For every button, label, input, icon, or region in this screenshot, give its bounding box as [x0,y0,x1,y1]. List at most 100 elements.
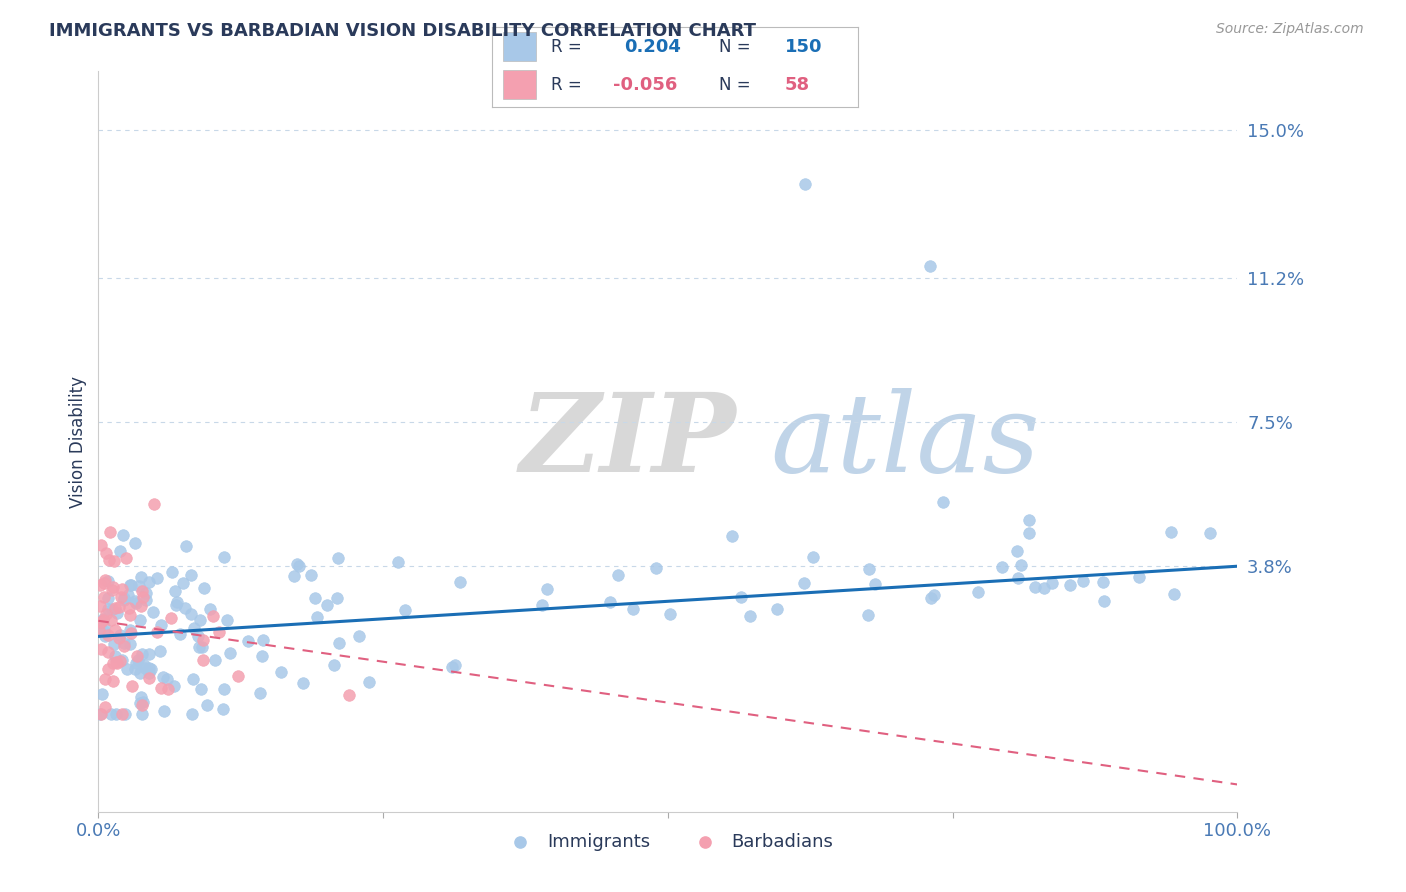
Point [766,602,789,616]
Point [104,623,127,637]
Point [108,632,131,646]
Point [322,658,344,673]
Point [387,554,409,568]
Text: Source: ZipAtlas.com: Source: ZipAtlas.com [1216,22,1364,37]
Point [1071,574,1094,589]
Point [283,568,305,582]
Point [720,529,742,543]
Point [160,611,183,625]
Point [94,699,117,714]
Point [111,653,134,667]
Point [131,698,153,713]
Point [347,629,370,643]
Point [103,637,125,651]
Point [621,602,644,616]
Point [174,601,197,615]
Point [97,574,120,589]
Point [932,495,955,509]
Point [112,593,135,607]
Point [120,637,142,651]
Point [90,641,112,656]
Bar [503,32,536,62]
Point [219,646,242,660]
Point [195,698,218,712]
Point [165,584,187,599]
Point [100,707,122,722]
Point [1010,558,1032,572]
Point [89,577,111,591]
Point [127,653,149,667]
Point [967,585,990,599]
Point [174,539,197,553]
Point [183,621,205,635]
Point [188,613,211,627]
Point [87,623,110,637]
Point [101,583,124,598]
Point [132,590,155,604]
Point [115,551,138,566]
Point [138,666,160,681]
Point [191,653,214,667]
Point [131,707,153,722]
Point [304,591,326,605]
Point [118,623,141,637]
Point [111,527,134,541]
Point [160,565,183,579]
Point [858,562,880,576]
Point [212,549,235,564]
Point [103,580,125,594]
Point [124,536,146,550]
Point [124,593,146,607]
Point [863,577,886,591]
Point [129,599,152,613]
Point [270,665,292,680]
Point [97,591,120,605]
Point [105,707,128,722]
Point [149,644,172,658]
Point [740,609,762,624]
Point [191,640,214,654]
Point [91,687,114,701]
Point [180,607,202,622]
Point [187,629,209,643]
Point [94,607,117,622]
Point [93,576,115,591]
Point [108,628,131,642]
Point [441,659,464,673]
Point [193,582,215,596]
Point [659,607,682,621]
Point [110,544,132,558]
Point [193,632,215,647]
Point [730,591,752,605]
Point [131,583,153,598]
Point [1007,571,1029,585]
Point [129,690,152,705]
Point [117,588,139,602]
Point [156,672,179,686]
Point [252,632,274,647]
Point [104,655,127,669]
Point [443,657,465,672]
Point [287,559,309,574]
Point [146,625,169,640]
Point [1092,594,1115,608]
Point [142,497,165,511]
Point [97,553,120,567]
Point [1024,580,1046,594]
Point [328,551,350,566]
Point [166,595,188,609]
Point [103,656,125,670]
Point [105,656,128,670]
Point [1128,570,1150,584]
Text: atlas: atlas [770,388,1040,495]
Point [104,648,127,663]
Point [121,679,143,693]
Point [89,599,111,614]
Point [328,636,350,650]
Point [100,524,122,539]
Point [207,624,229,639]
Point [1032,581,1054,595]
Point [111,707,134,722]
Point [128,613,150,627]
Point [793,178,815,192]
